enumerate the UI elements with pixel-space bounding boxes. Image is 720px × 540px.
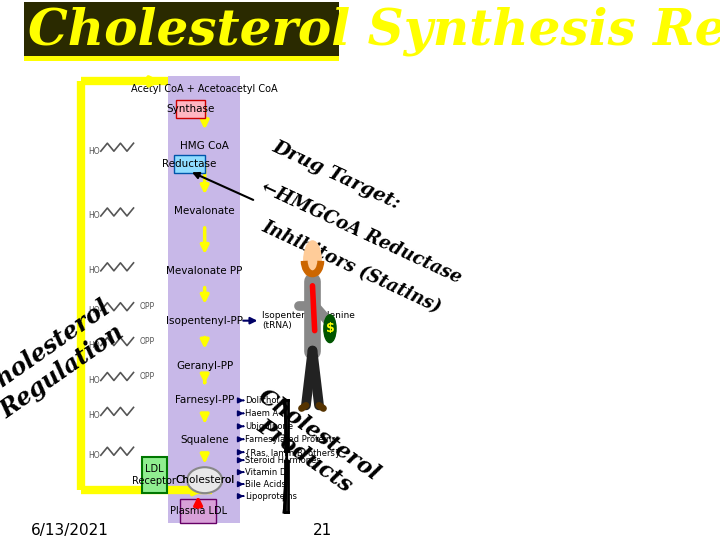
Text: Squalene: Squalene [181, 435, 229, 445]
Text: Vitamin D: Vitamin D [246, 468, 287, 477]
Text: Cholesterol
Products: Cholesterol Products [239, 385, 384, 506]
Text: OPP: OPP [140, 337, 156, 346]
Text: HO: HO [89, 341, 100, 350]
Text: ←HMGCoA Reductase: ←HMGCoA Reductase [258, 178, 464, 287]
Text: Acetyl CoA + Acetoacetyl CoA: Acetyl CoA + Acetoacetyl CoA [131, 84, 278, 94]
Text: Cholesterol: Cholesterol [175, 475, 234, 485]
Text: Haem A: Haem A [246, 409, 279, 418]
Text: Cholesterol Synthesis Regulation: Cholesterol Synthesis Regulation [28, 7, 720, 56]
Circle shape [324, 315, 336, 342]
Text: HO: HO [89, 451, 100, 460]
Text: Lipoproteins: Lipoproteins [246, 491, 297, 501]
Text: $: $ [325, 322, 334, 335]
Text: Geranyl-PP: Geranyl-PP [176, 361, 233, 370]
Text: Bile Acids: Bile Acids [246, 480, 286, 489]
Text: Farnesyl-PP: Farnesyl-PP [175, 395, 235, 406]
Text: HO: HO [89, 266, 100, 275]
Bar [168, 77, 240, 523]
Text: HO: HO [89, 306, 100, 315]
Bar [24, 2, 338, 59]
Text: HO: HO [89, 411, 100, 420]
Text: OPP: OPP [140, 372, 156, 381]
Text: Mevalonate PP: Mevalonate PP [166, 266, 243, 276]
Text: Synthase: Synthase [166, 104, 215, 114]
Text: {Ras, lamin B, others}: {Ras, lamin B, others} [246, 448, 341, 457]
Text: Ubiquinone: Ubiquinone [246, 422, 293, 431]
Text: OPP: OPP [140, 302, 156, 311]
Text: Plasma LDL: Plasma LDL [170, 506, 227, 516]
Text: Farnesylated Proteins: Farnesylated Proteins [246, 435, 336, 444]
Text: HMG CoA: HMG CoA [180, 141, 229, 151]
Text: 21: 21 [313, 523, 332, 537]
Text: Steroid Hormones: Steroid Hormones [246, 456, 321, 465]
Text: LDL
Receptor: LDL Receptor [132, 464, 176, 486]
Text: Cholesterol: Cholesterol [175, 475, 234, 485]
Circle shape [304, 241, 321, 281]
Text: HO: HO [89, 376, 100, 385]
Text: Dolichol: Dolichol [246, 396, 279, 405]
Text: 6/13/2021: 6/13/2021 [31, 523, 109, 537]
FancyBboxPatch shape [180, 499, 216, 523]
FancyBboxPatch shape [174, 155, 204, 173]
Text: Inhibitors (Statins): Inhibitors (Statins) [258, 218, 444, 317]
Text: Mevalonate: Mevalonate [174, 206, 235, 216]
Text: Drug Target:: Drug Target: [269, 138, 403, 213]
Text: Reductase: Reductase [162, 159, 217, 169]
FancyBboxPatch shape [176, 100, 205, 118]
Text: Isopentenyl Adenine
(tRNA): Isopentenyl Adenine (tRNA) [262, 311, 355, 330]
Text: Cholesterol
Regulation: Cholesterol Regulation [0, 296, 131, 426]
FancyBboxPatch shape [142, 457, 167, 493]
Text: HO: HO [89, 212, 100, 220]
Ellipse shape [187, 467, 222, 493]
Bar [24, 57, 338, 62]
Text: Isopentenyl-PP: Isopentenyl-PP [166, 316, 243, 326]
Text: HO: HO [89, 147, 100, 156]
